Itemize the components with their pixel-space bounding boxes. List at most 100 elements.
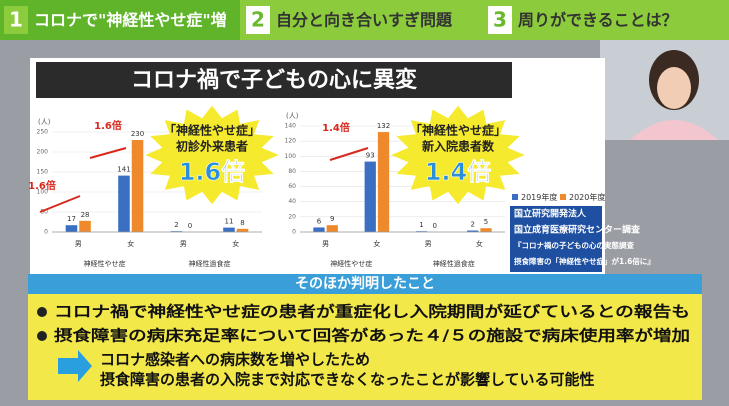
findings-box (28, 274, 702, 400)
y-tick-label: 250 (37, 129, 49, 136)
bar (118, 175, 130, 232)
active-tab (0, 0, 240, 40)
value-label: 8 (240, 219, 244, 227)
annotation-arrow (39, 195, 81, 213)
source-line: 摂食障害の「神経性やせ症」が1.6倍に』 (514, 256, 655, 266)
title-box (36, 62, 512, 98)
value-label: 17 (67, 215, 76, 223)
bar (313, 227, 325, 232)
y-tick-label: 60 (288, 183, 296, 190)
callout-burst (145, 105, 279, 205)
y-tick-label: 0 (292, 229, 296, 236)
bar (467, 230, 479, 232)
group-label: 神経性やせ症 (84, 259, 126, 268)
y-tick-label: 50 (40, 209, 48, 216)
source-line: 国立成育医療研究センター調査 (514, 224, 641, 236)
bar (223, 227, 235, 232)
value-label: 5 (484, 218, 488, 226)
x-tick-label: 女 (127, 239, 134, 248)
tab-label: 自分と向き合いすぎ問題 (276, 11, 453, 30)
tab-number: 2 (251, 8, 265, 32)
value-label: 28 (81, 211, 90, 219)
y-axis-label: (人) (286, 112, 299, 120)
value-label: 6 (317, 217, 322, 225)
y-tick-label: 150 (37, 169, 49, 176)
callout-label: 「神経性やせ症」 (164, 123, 260, 138)
y-axis-label: (人) (38, 118, 51, 126)
tab-number: 3 (493, 8, 507, 32)
annotation: 1.6倍 (94, 119, 122, 132)
callout-burst (391, 105, 525, 205)
y-tick-label: 100 (285, 153, 297, 160)
group-label: 神経性過食症 (189, 259, 231, 268)
legend-label: 2019年度 (521, 192, 557, 202)
tab-label: コロナで"神経性やせ症"増 (34, 11, 227, 30)
callout-sub: 新入院患者数 (422, 139, 495, 154)
finding: 摂食障害の病床充足率について回答があった４/５の施設で病床使用率が増加 (54, 327, 690, 345)
tab-number-box (4, 6, 28, 34)
x-tick-label: 女 (232, 239, 239, 248)
value-label: 132 (377, 122, 390, 130)
source-box (510, 206, 602, 272)
y-tick-label: 20 (288, 213, 296, 220)
legend-swatch (560, 194, 566, 200)
bar (480, 228, 492, 232)
y-tick-label: 100 (37, 189, 49, 196)
annotation-arrow (89, 147, 127, 159)
x-tick-label: 男 (75, 240, 82, 248)
finding-detail: コロナ感染者への病床数を増やしたため (100, 351, 370, 369)
source-line: 国立研究開発法人 (514, 208, 587, 220)
tab-number-box (488, 6, 512, 34)
legend-label: 2020年度 (569, 192, 605, 202)
x-tick-label: 女 (373, 239, 380, 248)
y-tick-label: 200 (37, 149, 49, 156)
bullet (37, 307, 47, 317)
value-label: 141 (117, 166, 130, 174)
y-tick-label: 0 (44, 229, 48, 236)
findings-header-bar (28, 274, 702, 294)
value-label: 9 (330, 215, 334, 223)
finding: コロナ禍で神経性やせ症の患者が重症化し入院期間が延びているとの報告も (54, 303, 690, 321)
y-tick-label: 40 (288, 198, 296, 205)
source-line: 『コロナ禍の子どもの心の実態調査 (514, 240, 634, 250)
value-label: 1 (419, 221, 423, 229)
x-tick-label: 男 (180, 240, 187, 248)
presenter (630, 50, 718, 140)
callout-value: 1.6倍 (179, 158, 246, 186)
tab-label: 周りができることは？ (518, 11, 678, 30)
bar (364, 161, 376, 232)
legend-swatch (512, 194, 518, 200)
annotation: 1.4倍 (322, 121, 350, 134)
bar (131, 140, 144, 232)
callout-sub: 初診外来患者 (176, 139, 248, 154)
y-tick-label: 80 (288, 168, 296, 175)
value-label: 2 (174, 221, 178, 229)
value-label: 0 (188, 222, 192, 230)
annotation: 1.6倍 (28, 179, 56, 192)
callout-value: 1.4倍 (425, 158, 492, 186)
value-label: 11 (225, 218, 234, 226)
finding-detail: 摂食障害の患者の入院まで対応できなくなったことが影響している可能性 (100, 371, 595, 389)
bar (236, 228, 249, 232)
x-tick-label: 男 (322, 240, 329, 248)
group-label: 神経性やせ症 (330, 259, 372, 268)
y-tick-label: 120 (285, 138, 297, 145)
value-label: 230 (131, 130, 144, 138)
value-label: 2 (471, 220, 475, 228)
bar (326, 225, 338, 232)
tab-number: 1 (9, 8, 23, 32)
tab-number-box (246, 6, 270, 34)
bar (65, 225, 78, 232)
y-tick-label: 140 (285, 123, 297, 130)
findings-header: そのほか判明したこと (295, 275, 435, 292)
bullet (37, 331, 47, 341)
bar (377, 132, 390, 232)
callout-label: 「神経性やせ症」 (410, 123, 506, 138)
title: コロナ禍で子どもの心に異変 (131, 67, 417, 93)
x-tick-label: 女 (476, 239, 483, 248)
arrow-icon (58, 350, 92, 382)
value-label: 0 (433, 222, 437, 230)
x-tick-label: 男 (425, 240, 432, 248)
